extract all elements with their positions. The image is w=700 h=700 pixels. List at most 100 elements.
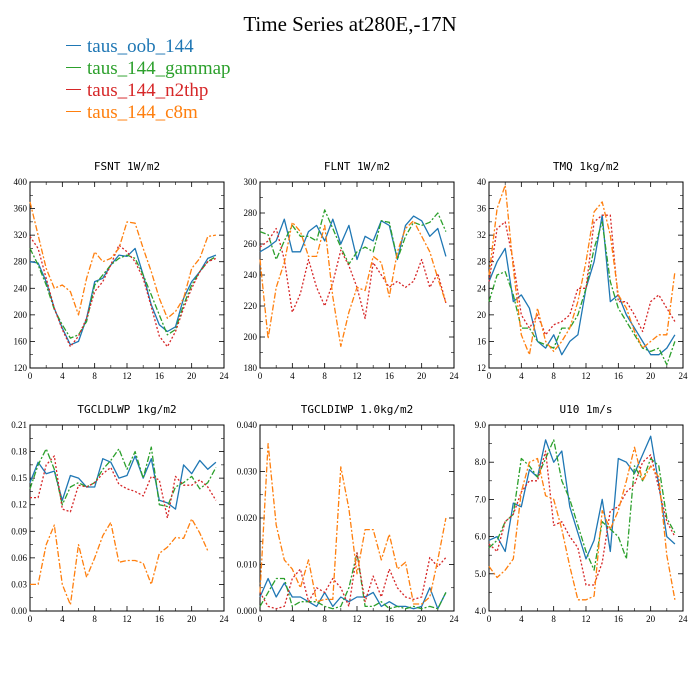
series-line: [259, 215, 447, 261]
legend-item: taus_144_gammap: [66, 58, 231, 80]
y-tick-label: 0.030: [237, 467, 258, 477]
chart-panel: FSNT 1W/m2 0 4 8 12 16 20 24 120 160 200 240 280 320 3…: [14, 160, 230, 381]
plot-frame: [259, 181, 455, 369]
plot-frame: [29, 181, 225, 369]
series-line: [488, 450, 676, 586]
series-line: [259, 220, 447, 347]
y-tick-label: 240: [14, 283, 28, 293]
y-tick-label: 6.0: [475, 532, 487, 542]
legend: taus_oob_144 taus_144_gammap taus_144_n2…: [66, 36, 231, 124]
plot-frame: [29, 424, 225, 612]
legend-item: taus_oob_144: [66, 36, 231, 58]
x-tick-label: 0: [28, 614, 33, 624]
series-line: [488, 435, 676, 560]
x-tick-label: 4: [290, 614, 295, 624]
x-tick-label: 8: [92, 614, 97, 624]
legend-item: taus_144_c8m: [66, 102, 231, 124]
y-tick-label: 120: [14, 363, 28, 373]
y-tick-label: 400: [14, 177, 28, 187]
x-tick-label: 0: [258, 614, 263, 624]
legend-item: taus_144_n2thp: [66, 80, 231, 102]
series-line: [29, 201, 217, 319]
series-line: [30, 518, 209, 606]
series-line: [29, 236, 217, 348]
legend-swatch: [66, 67, 81, 69]
legend-label: taus_144_gammap: [87, 58, 231, 79]
x-tick-label: 24: [220, 371, 230, 381]
series-line: [488, 184, 676, 356]
y-tick-label: 360: [14, 204, 28, 214]
x-tick-label: 24: [679, 371, 689, 381]
x-tick-label: 24: [450, 371, 460, 381]
chart-panel: U10 1m/s 0 4 8 12 16 20 24 4.0 5.0 6.0 7.0 8.0 9.0: [475, 403, 688, 624]
x-tick-label: 20: [187, 614, 197, 624]
x-tick-label: 16: [155, 371, 165, 381]
x-tick-label: 16: [385, 371, 395, 381]
x-tick-label: 8: [322, 614, 327, 624]
panel-title: TGCLDIWP 1.0kg/m2: [301, 403, 414, 416]
chart-panel: TMQ 1kg/m2 0 4 8 12 16 20 24 12 16 20 24 28 32 36 40: [477, 160, 688, 381]
y-tick-label: 20: [477, 310, 487, 320]
panel-title: U10 1m/s: [560, 403, 613, 416]
series-line: [259, 577, 447, 610]
series-line: [488, 214, 676, 336]
y-tick-label: 12: [477, 363, 486, 373]
legend-swatch: [66, 89, 81, 91]
y-tick-label: 0.00: [11, 606, 27, 616]
y-tick-label: 8.0: [475, 457, 487, 467]
series-line: [259, 552, 447, 610]
legend-label: taus_oob_144: [87, 36, 194, 57]
legend-label: taus_144_n2thp: [87, 80, 209, 101]
y-tick-label: 9.0: [475, 420, 487, 430]
chart-panel: TGCLDIWP 1.0kg/m2 0 4 8 12 16 20 24 0.000 0.010 0.…: [237, 403, 459, 624]
series-line: [30, 455, 217, 519]
y-tick-label: 40: [477, 177, 487, 187]
y-tick-label: 300: [244, 177, 258, 187]
x-tick-label: 8: [322, 371, 327, 381]
x-tick-label: 8: [551, 614, 556, 624]
y-tick-label: 0.18: [11, 447, 27, 457]
x-tick-label: 0: [258, 371, 263, 381]
y-tick-label: 200: [244, 332, 258, 342]
x-tick-label: 20: [417, 371, 427, 381]
x-tick-label: 4: [60, 614, 65, 624]
y-tick-label: 280: [244, 208, 258, 218]
y-tick-label: 0.21: [11, 420, 27, 430]
y-tick-label: 0.010: [237, 560, 258, 570]
x-tick-label: 0: [487, 614, 492, 624]
series-line: [259, 552, 447, 610]
y-tick-label: 220: [244, 301, 258, 311]
y-tick-label: 5.0: [475, 569, 487, 579]
legend-swatch: [66, 111, 81, 113]
x-tick-label: 12: [582, 614, 591, 624]
x-tick-label: 8: [92, 371, 97, 381]
y-tick-label: 0.09: [11, 526, 27, 536]
chart-panel: TGCLDLWP 1kg/m2 0 4 8 12 16 20 24 0.00 0.03 0.06 0.…: [11, 403, 229, 624]
x-tick-label: 12: [353, 614, 362, 624]
x-tick-label: 0: [487, 371, 492, 381]
plot-frame: [259, 424, 455, 612]
y-tick-label: 240: [244, 270, 258, 280]
x-tick-label: 16: [385, 614, 395, 624]
y-tick-label: 0.020: [237, 513, 258, 523]
x-tick-label: 4: [60, 371, 65, 381]
x-tick-label: 0: [28, 371, 33, 381]
x-tick-label: 20: [646, 614, 656, 624]
series-line: [29, 248, 217, 339]
x-tick-label: 12: [123, 614, 132, 624]
legend-label: taus_144_c8m: [87, 102, 198, 123]
chart-panel: FLNT 1W/m2 0 4 8 12 16 20 24 180 200 220 240 260 280 3…: [244, 160, 460, 381]
y-tick-label: 180: [244, 363, 258, 373]
x-tick-label: 8: [551, 371, 556, 381]
panel-title: TMQ 1kg/m2: [553, 160, 619, 173]
y-tick-label: 280: [14, 257, 28, 267]
x-tick-label: 12: [353, 371, 362, 381]
x-tick-label: 12: [582, 371, 591, 381]
y-tick-label: 7.0: [475, 494, 487, 504]
x-tick-label: 20: [646, 371, 656, 381]
y-tick-label: 36: [477, 204, 487, 214]
series-line: [29, 446, 217, 508]
y-tick-label: 200: [14, 310, 28, 320]
x-tick-label: 24: [450, 614, 460, 624]
y-tick-label: 160: [14, 336, 28, 346]
